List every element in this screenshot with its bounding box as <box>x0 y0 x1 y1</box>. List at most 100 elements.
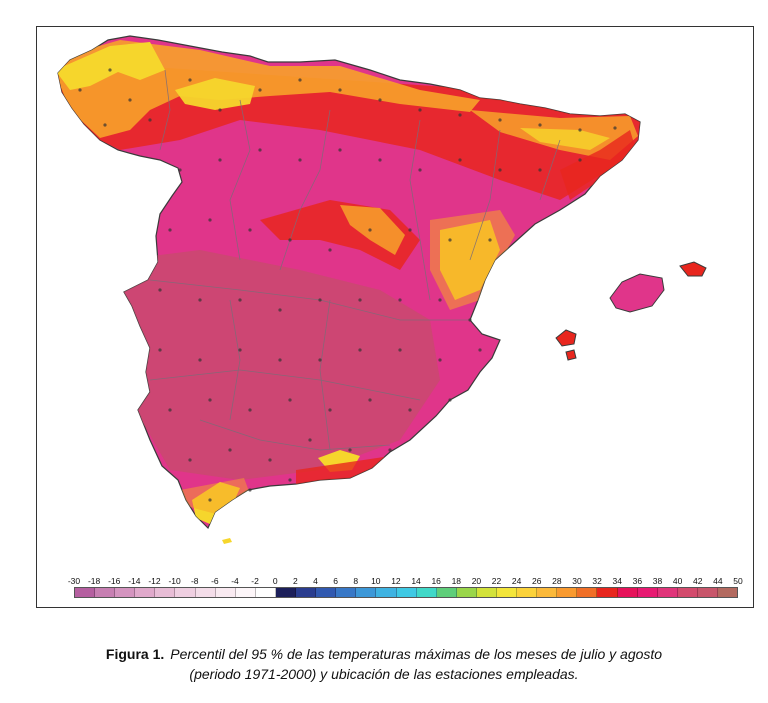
interior-hot-zone <box>120 250 440 480</box>
legend-swatch <box>316 588 337 597</box>
station-dot-icon <box>288 238 292 242</box>
legend-swatch <box>537 588 558 597</box>
station-dot-icon <box>328 408 332 412</box>
station-dot-icon <box>488 238 492 242</box>
legend-tick-label: 28 <box>552 576 562 586</box>
legend-swatch <box>75 588 96 597</box>
caption-line-2: (periodo 1971-2000) y ubicación de las e… <box>189 666 579 682</box>
station-dot-icon <box>408 228 412 232</box>
station-dot-icon <box>398 348 402 352</box>
station-dot-icon <box>378 158 382 162</box>
legend-tick-label: -6 <box>211 576 219 586</box>
legend-swatch <box>95 588 116 597</box>
legend-tick-label: 4 <box>313 576 318 586</box>
legend-tick-label: 12 <box>391 576 401 586</box>
legend-tick-label: 50 <box>733 576 743 586</box>
legend-swatch <box>416 588 437 597</box>
legend-swatch <box>155 588 176 597</box>
legend-swatch <box>456 588 477 597</box>
legend-tick-label: 42 <box>693 576 703 586</box>
station-dot-icon <box>438 298 442 302</box>
valencia-orange <box>430 210 515 310</box>
legend-swatch <box>517 588 538 597</box>
legend-swatch <box>175 588 196 597</box>
station-dot-icon <box>238 348 242 352</box>
south-coast-red <box>296 448 410 488</box>
station-dot-icon <box>248 488 252 492</box>
strait-orange <box>180 478 250 514</box>
station-dot-icon <box>128 98 132 102</box>
mallorca-island <box>609 273 665 313</box>
station-dot-icon <box>538 168 542 172</box>
station-dot-icon <box>188 458 192 462</box>
station-dot-icon <box>378 98 382 102</box>
legend-swatch <box>597 588 618 597</box>
station-dot-icon <box>268 458 272 462</box>
station-dot-icon <box>78 88 82 92</box>
legend-tick-label: 36 <box>632 576 643 586</box>
legend-tick-label: 10 <box>371 576 381 586</box>
station-dot-icon <box>578 158 582 162</box>
station-dot-icon <box>218 108 222 112</box>
legend-tick-label: 8 <box>353 576 359 586</box>
ibiza-island <box>555 329 577 347</box>
station-dot-icon <box>478 348 482 352</box>
station-dot-icon <box>498 118 502 122</box>
legend-swatch <box>376 588 397 597</box>
legend-swatch <box>195 588 216 597</box>
station-dot-icon <box>228 448 232 452</box>
iberico-orange <box>340 205 405 255</box>
station-dot-icon <box>498 168 502 172</box>
legend-tick-label: 16 <box>431 576 441 586</box>
station-dot-icon <box>613 126 617 130</box>
station-dot-icon <box>208 218 212 222</box>
station-dot-icon <box>248 408 252 412</box>
pyrenees-yellow <box>520 128 610 150</box>
station-dot-icon <box>358 348 362 352</box>
legend-tick-label: -4 <box>231 576 239 586</box>
weather-stations <box>78 68 617 502</box>
catalonia-coast <box>560 130 636 200</box>
station-dot-icon <box>298 78 302 82</box>
legend-color-bar <box>74 587 738 598</box>
station-dot-icon <box>448 238 452 242</box>
station-dot-icon <box>338 88 342 92</box>
legend-tick-label: -14 <box>128 576 141 586</box>
station-dot-icon <box>458 113 462 117</box>
legend-swatch <box>356 588 377 597</box>
station-dot-icon <box>278 308 282 312</box>
station-dot-icon <box>258 148 262 152</box>
legend-tick-label: 22 <box>491 576 502 586</box>
station-dot-icon <box>288 478 292 482</box>
station-dot-icon <box>578 128 582 132</box>
legend-tick-label: -18 <box>87 576 101 586</box>
legend-tick-label: 24 <box>511 576 522 586</box>
legend-tick-label: -16 <box>108 576 121 586</box>
station-dot-icon <box>248 228 252 232</box>
station-dot-icon <box>218 158 222 162</box>
menorca-island <box>679 261 707 277</box>
cantabria-yellow <box>175 78 255 110</box>
legend-tick-label: 38 <box>652 576 663 586</box>
legend-tick-label: 20 <box>471 576 482 586</box>
station-dot-icon <box>158 288 162 292</box>
formentera-island <box>565 349 577 361</box>
station-dot-icon <box>168 228 172 232</box>
legend-swatch <box>436 588 457 597</box>
legend-swatch <box>115 588 136 597</box>
legend-swatch <box>496 588 518 597</box>
station-dot-icon <box>348 448 352 452</box>
legend-swatch <box>476 588 497 597</box>
legend-tick-label: -2 <box>251 576 259 586</box>
station-dot-icon <box>178 168 182 172</box>
station-dot-icon <box>318 358 322 362</box>
station-dot-icon <box>208 398 212 402</box>
station-dot-icon <box>108 68 112 72</box>
caption-line-1: Percentil del 95 % de las temperaturas m… <box>170 646 663 662</box>
legend-swatch <box>275 588 297 597</box>
legend-tick-label: 32 <box>592 576 602 586</box>
station-dot-icon <box>103 123 107 127</box>
legend-tick-label: 6 <box>333 576 338 586</box>
legend-tick-label: -12 <box>148 576 161 586</box>
station-dot-icon <box>158 348 162 352</box>
